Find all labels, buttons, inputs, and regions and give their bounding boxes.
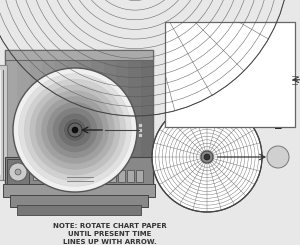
Text: 1: 1 [202,84,211,97]
Bar [43,173,51,180]
Circle shape [69,124,81,136]
Bar [118,170,125,182]
Bar [138,133,142,137]
Bar [5,50,153,187]
Bar [54,50,67,187]
Circle shape [41,96,109,164]
Bar [141,50,153,187]
Bar [127,170,134,182]
Bar [42,50,54,187]
Bar [30,50,42,187]
Circle shape [15,169,21,175]
Bar [100,170,107,182]
Circle shape [30,85,120,175]
Circle shape [13,68,137,192]
Bar [91,50,104,187]
Circle shape [152,102,262,212]
Bar [116,50,128,187]
Bar [128,50,141,187]
Circle shape [58,113,92,147]
Bar [138,123,142,127]
Circle shape [9,163,27,181]
Bar [10,195,148,207]
Circle shape [201,151,213,163]
Bar [5,50,153,60]
Circle shape [204,154,210,160]
Bar [0,65,7,180]
Bar [136,170,143,182]
Bar [79,50,91,187]
Bar [5,50,17,187]
Circle shape [267,146,289,168]
Circle shape [24,79,126,181]
Bar [5,157,153,187]
Bar [0,70,1,175]
Bar [65,169,95,183]
Bar [17,205,141,215]
Circle shape [72,127,78,133]
Bar [138,128,142,132]
Bar [53,173,61,180]
Bar [7,159,29,185]
Text: 2: 2 [274,119,282,132]
Circle shape [35,91,115,170]
Circle shape [68,123,82,137]
Circle shape [19,74,131,186]
Circle shape [52,108,98,153]
Bar [33,173,41,180]
Bar [109,170,116,182]
Text: NOTE: ROTATE CHART PAPER
UNTIL PRESENT TIME
LINES UP WITH ARROW.: NOTE: ROTATE CHART PAPER UNTIL PRESENT T… [53,223,167,245]
Circle shape [47,102,103,158]
Bar [104,50,116,187]
Bar [67,50,79,187]
Bar [165,22,295,127]
Bar [3,184,155,197]
Bar [17,50,30,187]
Circle shape [64,119,86,141]
